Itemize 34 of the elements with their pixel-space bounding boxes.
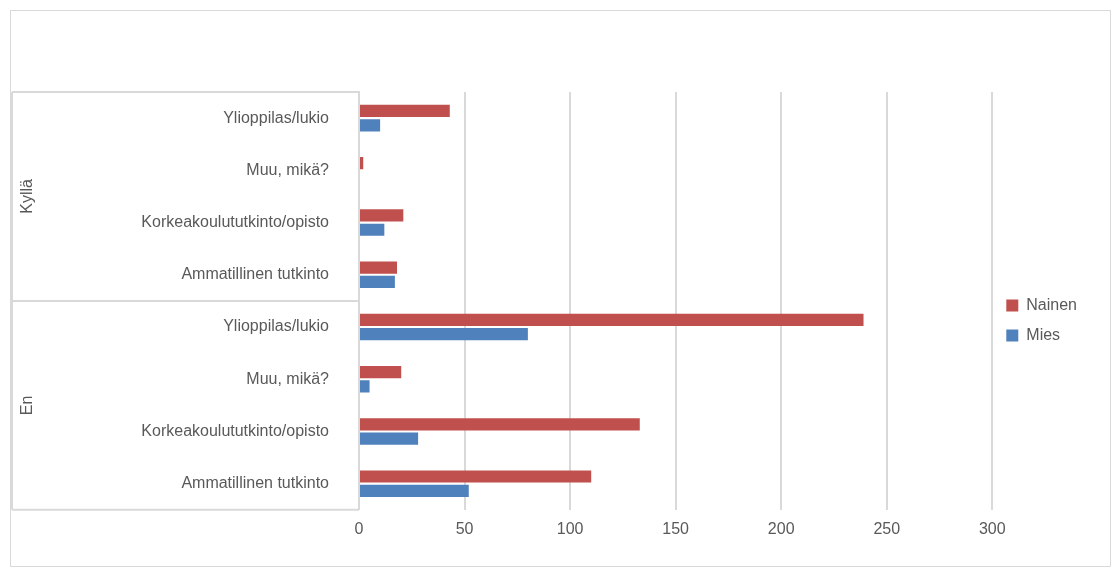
bar xyxy=(360,484,469,497)
bar xyxy=(360,157,364,170)
x-tick-label: 50 xyxy=(455,519,474,537)
bar xyxy=(360,275,395,289)
y-tick-label: Ylioppilas/lukio xyxy=(223,108,330,126)
bar xyxy=(360,380,370,393)
x-tick-label: 100 xyxy=(556,519,584,537)
text: En xyxy=(18,395,36,416)
bar xyxy=(360,313,864,326)
y-tick-label: Korkeakoulututkinto/opisto xyxy=(141,212,330,230)
legend-label: Mies xyxy=(1026,325,1061,343)
x-tick-label: 300 xyxy=(978,519,1006,537)
bar xyxy=(360,223,385,236)
bar xyxy=(360,365,402,379)
legend-label: Nainen xyxy=(1026,295,1077,313)
y-tick-label: Ammatillinen tutkinto xyxy=(181,474,330,492)
bar xyxy=(360,432,419,445)
x-tick-label: 200 xyxy=(767,519,795,537)
bar xyxy=(360,418,640,431)
y-tick-label: Muu, mikä? xyxy=(246,160,330,178)
bar xyxy=(360,470,592,483)
bar xyxy=(360,261,397,274)
bar xyxy=(360,104,450,118)
bar xyxy=(360,119,381,132)
x-tick-label: 250 xyxy=(873,519,901,537)
y-tick-label: Korkeakoulututkinto/opisto xyxy=(141,421,330,439)
text: Kyllä xyxy=(18,179,36,214)
y-tick-label: Muu, mikä? xyxy=(246,369,330,387)
bar xyxy=(360,328,528,341)
bar xyxy=(360,209,404,222)
y-tick-label: Ylioppilas/lukio xyxy=(223,317,330,335)
x-tick-label: 150 xyxy=(662,519,690,537)
x-tick-label: 0 xyxy=(354,519,364,537)
y-tick-label: Ammatillinen tutkinto xyxy=(181,265,330,283)
